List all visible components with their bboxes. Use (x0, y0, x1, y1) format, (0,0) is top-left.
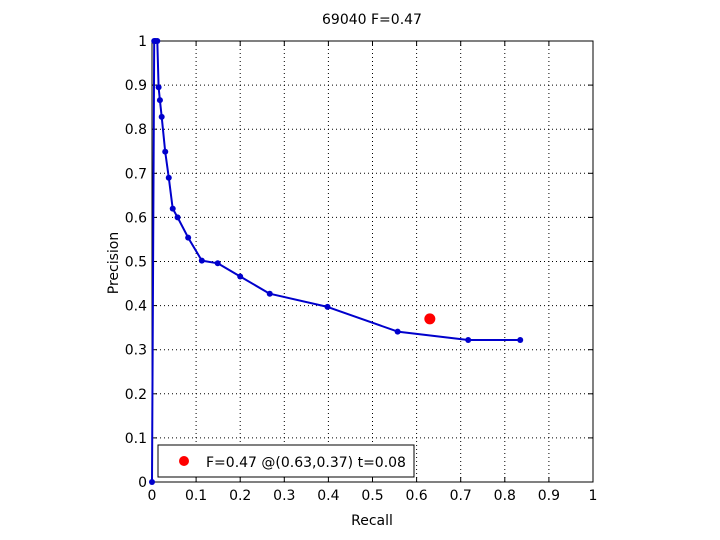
y-tick-label: 0.3 (125, 343, 147, 359)
pr-curve-point (517, 336, 524, 343)
pr-curve-point (162, 148, 169, 155)
legend: F=0.47 @(0.63,0.37) t=0.08 (157, 444, 415, 478)
pr-curve-point (154, 38, 161, 44)
x-axis-label: Recall (351, 513, 393, 529)
y-tick-label: 0 (138, 475, 147, 491)
x-tick-label: 0.7 (450, 488, 472, 504)
x-tick-label: 0.5 (361, 488, 383, 504)
x-tick-label: 0 (148, 488, 157, 504)
x-tick-label: 0.8 (494, 488, 516, 504)
y-tick-label: 1 (138, 34, 147, 50)
pr-curve-point (158, 113, 165, 120)
y-tick-label: 0.9 (125, 78, 147, 94)
pr-curve-point (394, 328, 401, 335)
pr-curve-point (198, 257, 205, 264)
x-tick-label: 0.3 (273, 488, 295, 504)
pr-curve-point (266, 290, 273, 297)
pr-curve-point (155, 84, 162, 91)
pr-curve-point (156, 97, 163, 104)
best-f-point (424, 313, 436, 325)
y-tick-label: 0.5 (125, 255, 147, 271)
pr-curve-point (169, 205, 176, 212)
legend-box (157, 444, 415, 478)
chart-title: 69040 F=0.47 (322, 12, 422, 28)
y-tick-label: 0.6 (125, 210, 147, 226)
y-tick-label: 0.2 (125, 387, 147, 403)
pr-curve-point (149, 479, 155, 485)
x-tick-label: 0.6 (405, 488, 427, 504)
legend-label: F=0.47 @(0.63,0.37) t=0.08 (206, 455, 406, 471)
pr-curve-point (185, 234, 192, 241)
x-tick-label: 0.2 (229, 488, 251, 504)
pr-curve-point (165, 174, 172, 181)
series-layer (149, 38, 524, 485)
y-tick-label: 0.7 (125, 166, 147, 182)
grid-lines (152, 41, 593, 482)
pr-curve-point (174, 214, 181, 221)
pr-curve-line (151, 40, 521, 483)
x-tick-label: 0.9 (538, 488, 560, 504)
pr-curve-point (214, 260, 221, 267)
legend-marker (179, 456, 189, 466)
x-tick-label: 1 (589, 488, 598, 504)
pr-curve-point (324, 303, 331, 310)
pr-curve-point (465, 336, 472, 343)
axis-ticks: 0 0.1 0.2 0.3 0.4 0.5 0.6 0.7 0.8 0.9 1 0 0.1 0.2 0.3 0… (125, 34, 598, 504)
x-tick-label: 0.4 (317, 488, 339, 504)
y-axis-label: Precision (106, 232, 122, 294)
y-tick-label: 0.1 (125, 431, 147, 447)
x-tick-label: 0.1 (185, 488, 207, 504)
y-tick-label: 0.8 (125, 122, 147, 138)
pr-curve-point (237, 273, 244, 280)
y-tick-label: 0.4 (125, 299, 147, 315)
